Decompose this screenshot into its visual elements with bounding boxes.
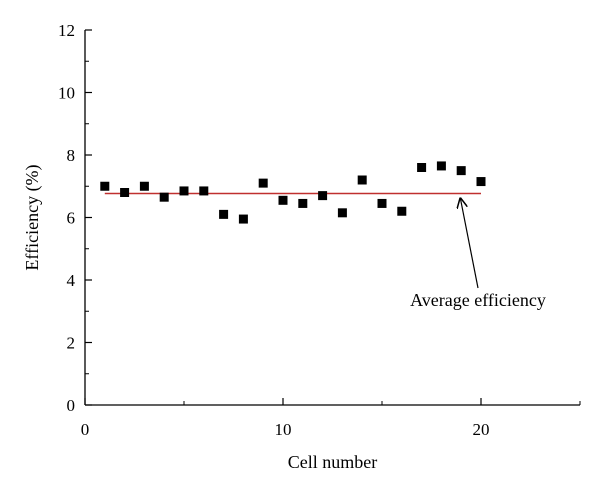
data-point (357, 175, 367, 185)
data-point (238, 214, 248, 224)
data-point (456, 166, 466, 176)
data-point (476, 177, 486, 187)
annotation-label: Average efficiency (410, 290, 546, 310)
y-tick-label: 6 (67, 209, 76, 228)
data-point (139, 181, 149, 191)
data-point (337, 208, 347, 218)
data-point (199, 186, 209, 196)
y-tick-label: 12 (58, 21, 75, 40)
data-point (436, 161, 446, 171)
y-tick-label: 10 (58, 84, 75, 103)
data-point (179, 186, 189, 196)
y-tick-label: 2 (67, 334, 76, 353)
data-point (100, 181, 110, 191)
data-point (397, 206, 407, 216)
data-point (377, 198, 387, 208)
y-tick-label: 4 (67, 271, 76, 290)
annotation-arrow (460, 197, 479, 289)
y-tick-label: 0 (67, 396, 76, 415)
y-tick-label: 8 (67, 146, 76, 165)
data-point (258, 178, 268, 188)
data-point (219, 209, 229, 219)
annotation-group (460, 197, 479, 289)
data-point (417, 163, 427, 172)
x-tick-label: 10 (275, 420, 292, 439)
x-tick-label: 0 (81, 420, 90, 439)
x-axis-label: Cell number (288, 452, 377, 472)
data-point (120, 188, 130, 197)
data-point (159, 192, 169, 202)
axes (84, 30, 580, 406)
ticks: 0 2 4 6 8 10 12 0 10 20 (58, 21, 581, 439)
data-point (278, 195, 288, 205)
data-point (298, 198, 308, 208)
y-axis-label: Efficiency (%) (22, 164, 43, 270)
data-point (318, 191, 328, 201)
data-points (100, 161, 486, 224)
x-tick-label: 20 (473, 420, 490, 439)
